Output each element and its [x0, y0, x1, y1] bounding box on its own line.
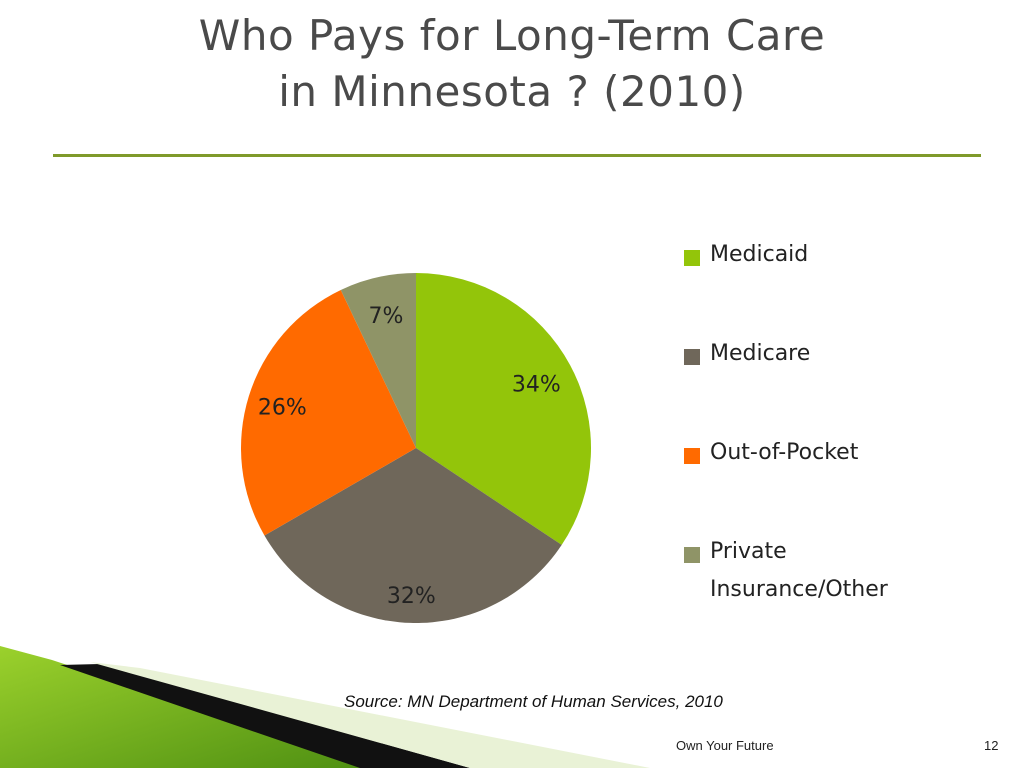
pie-slice-private-insurance-other — [340, 273, 416, 448]
legend-swatch-out-of-pocket — [684, 448, 700, 464]
legend-label-out-of-pocket: Out-of-Pocket — [710, 440, 859, 465]
pie-slice-out-of-pocket — [240, 289, 416, 536]
legend-label-medicare: Medicare — [710, 341, 811, 366]
pie-slices — [240, 273, 591, 623]
data-label-medicaid: 34% — [512, 373, 561, 398]
black-swoosh-shape — [60, 664, 470, 768]
legend-label-medicaid: Medicaid — [710, 242, 809, 267]
pie-data-labels: 34% 32% 26% 7% — [258, 304, 561, 609]
legend-label-private-insurance: Private Insurance/Other — [710, 539, 888, 602]
data-label-out-of-pocket: 26% — [258, 395, 307, 420]
source-note: Source: MN Department of Human Services,… — [344, 692, 723, 711]
pie-slice-medicare — [264, 448, 562, 623]
legend-swatch-medicaid — [684, 250, 700, 266]
legend-swatch-medicare — [684, 349, 700, 365]
data-label-private-insurance-other: 7% — [368, 304, 403, 329]
slide-title: Who Pays for Long-Term Care in Minnesota… — [0, 8, 1024, 120]
light-green-swoosh-shape — [90, 662, 650, 768]
title-divider — [53, 154, 981, 157]
footer-text: Own Your Future — [676, 738, 774, 753]
legend-swatch-private-insurance — [684, 547, 700, 563]
page-number: 12 — [984, 738, 999, 753]
data-label-medicare: 32% — [387, 584, 436, 609]
pie-slice-medicaid — [416, 273, 591, 545]
title-line-1: Who Pays for Long-Term Care — [198, 11, 826, 60]
title-line-2: in Minnesota ? (2010) — [278, 67, 746, 116]
